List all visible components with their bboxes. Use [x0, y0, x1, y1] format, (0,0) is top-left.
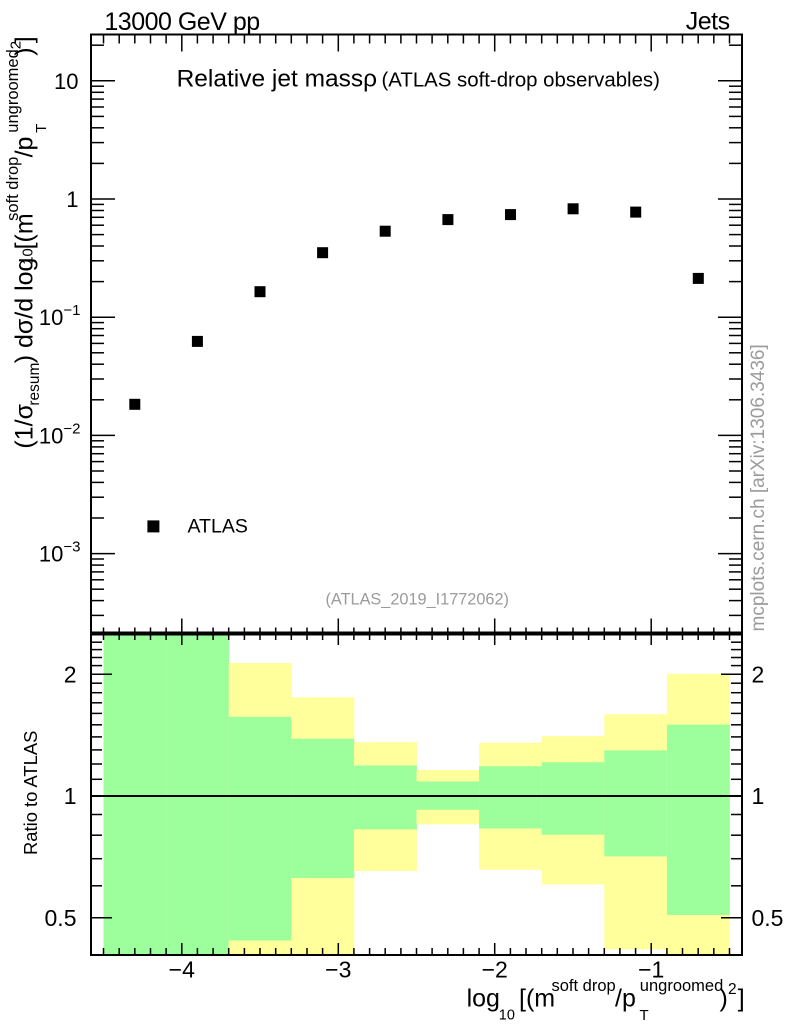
svg-text:/p: /p [10, 137, 38, 158]
svg-text:10−3: 10−3 [39, 539, 81, 567]
svg-text:(ATLAS soft-drop observables): (ATLAS soft-drop observables) [382, 70, 660, 92]
svg-text:): ) [720, 985, 728, 1013]
svg-text:(1/σ: (1/σ [10, 403, 38, 448]
svg-text:log: log [467, 985, 500, 1013]
svg-text:Ratio to ATLAS: Ratio to ATLAS [20, 731, 41, 855]
svg-text:0.5: 0.5 [752, 905, 784, 931]
svg-text:−3: −3 [325, 957, 351, 983]
svg-text:10−2: 10−2 [39, 420, 81, 448]
svg-text:2: 2 [7, 41, 24, 49]
svg-text:1: 1 [64, 783, 77, 809]
svg-text:ATLAS: ATLAS [188, 515, 248, 537]
svg-text:soft drop: soft drop [4, 157, 22, 221]
svg-text:) dσ/d log: ) dσ/d log [10, 258, 38, 364]
svg-text:T: T [33, 124, 50, 133]
svg-text:Jets: Jets [686, 7, 730, 35]
svg-text:13000 GeV pp: 13000 GeV pp [104, 8, 259, 36]
svg-text:2: 2 [64, 661, 77, 687]
svg-text:]: ] [10, 36, 38, 43]
svg-text:Relative jet massρ: Relative jet massρ [177, 65, 377, 92]
svg-text:soft drop: soft drop [552, 977, 616, 995]
svg-text:−4: −4 [169, 957, 195, 983]
svg-text:10: 10 [54, 69, 78, 94]
svg-text:/p: /p [615, 985, 636, 1013]
svg-text:ungroomed: ungroomed [4, 49, 22, 132]
svg-text:2: 2 [728, 981, 737, 998]
svg-text:−1: −1 [638, 957, 664, 983]
svg-text:[(m: [(m [519, 985, 555, 1013]
svg-text:ungroomed: ungroomed [640, 977, 723, 995]
svg-text:mcplots.cern.ch [arXiv:1306.34: mcplots.cern.ch [arXiv:1306.3436] [748, 344, 769, 631]
svg-text:10: 10 [19, 248, 36, 265]
svg-text:10: 10 [499, 1008, 515, 1024]
svg-text:10−1: 10−1 [39, 302, 81, 330]
svg-text:0.5: 0.5 [45, 905, 77, 931]
svg-text:): ) [10, 47, 38, 55]
svg-text:(ATLAS_2019_I1772062): (ATLAS_2019_I1772062) [326, 591, 509, 609]
svg-text:1: 1 [66, 187, 78, 212]
svg-text:resum: resum [26, 363, 43, 406]
svg-text:1: 1 [752, 783, 765, 809]
svg-text:]: ] [738, 985, 745, 1013]
svg-text:2: 2 [752, 661, 765, 687]
svg-text:T: T [640, 1007, 649, 1024]
svg-text:[(m: [(m [10, 213, 38, 249]
svg-text:−2: −2 [482, 957, 508, 983]
